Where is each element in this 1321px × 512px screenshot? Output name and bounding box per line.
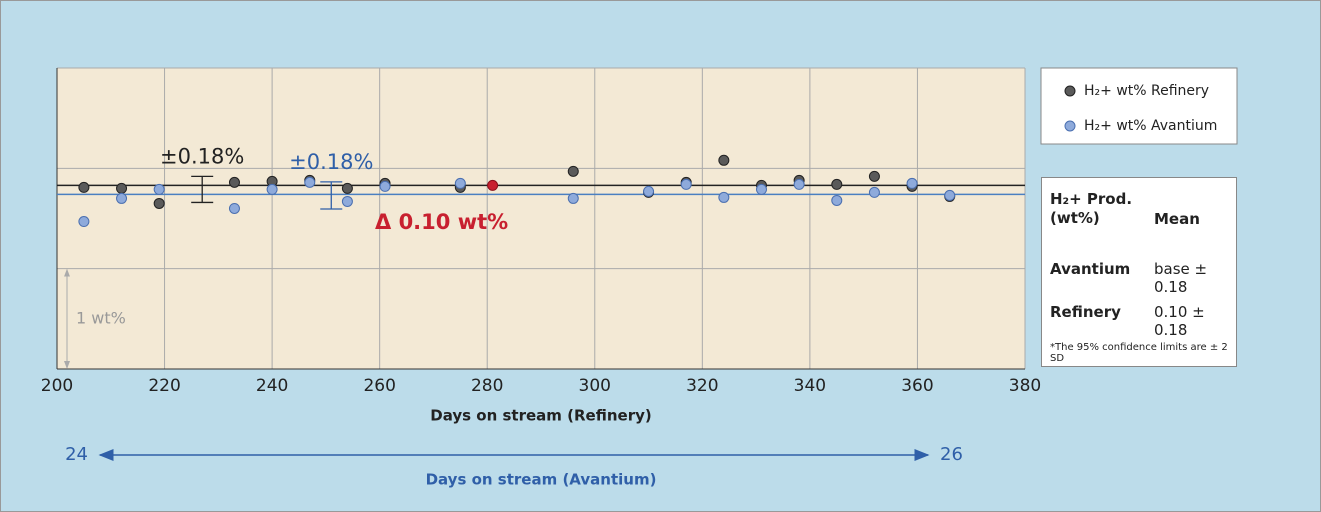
data-point xyxy=(567,165,579,177)
data-point xyxy=(868,186,880,198)
table-header: Mean xyxy=(1154,210,1200,228)
x-tick-label: 340 xyxy=(794,376,826,396)
data-point xyxy=(341,195,353,207)
data-point xyxy=(78,181,90,193)
x-axis-label: Days on stream (Refinery) xyxy=(430,407,651,425)
data-point xyxy=(341,182,353,194)
x-tick-label: 280 xyxy=(471,376,503,396)
table-cell: base ± 0.18 xyxy=(1154,260,1208,296)
legend-box xyxy=(1040,67,1238,145)
table-header: H₂+ Prod. (wt%) xyxy=(1050,190,1133,227)
data-point xyxy=(906,177,918,189)
data-point xyxy=(831,194,843,206)
data-point xyxy=(643,185,655,197)
x-tick-label: 320 xyxy=(686,376,718,396)
legend-label: H₂+ wt% Refinery xyxy=(1084,83,1209,99)
data-point xyxy=(718,191,730,203)
data-point xyxy=(228,176,240,188)
legend-marker xyxy=(1064,85,1076,97)
data-point xyxy=(454,177,466,189)
x-tick-label: 260 xyxy=(363,376,395,396)
error-label: ±0.18% xyxy=(289,150,373,174)
stats-table: H₂+ Prod. (wt%) Mean Avantium base ± 0.1… xyxy=(1041,177,1237,367)
data-point xyxy=(944,189,956,201)
x2-tick-label: 26 xyxy=(940,444,963,465)
data-point xyxy=(153,197,165,209)
plot-area xyxy=(57,68,1025,369)
x-tick-label: 360 xyxy=(901,376,933,396)
x-tick-label: 300 xyxy=(579,376,611,396)
scale-label: 1 wt% xyxy=(76,308,126,327)
data-point xyxy=(228,202,240,214)
x-tick-label: 200 xyxy=(41,376,73,396)
x2-axis-label: Days on stream (Avantium) xyxy=(426,471,657,489)
table-cell: Refinery xyxy=(1050,303,1121,321)
data-point xyxy=(718,154,730,166)
table-note: *The 95% confidence limits are ± 2 SD xyxy=(1050,342,1228,364)
data-point xyxy=(153,183,165,195)
data-point xyxy=(680,178,692,190)
delta-label: Δ 0.10 wt% xyxy=(375,210,508,234)
x-tick-label: 240 xyxy=(256,376,288,396)
data-point xyxy=(755,183,767,195)
legend-label: H₂+ wt% Avantium xyxy=(1084,118,1217,134)
data-point xyxy=(78,216,90,228)
table-cell: Avantium xyxy=(1050,260,1131,278)
delta-point xyxy=(487,179,499,191)
error-label: ±0.18% xyxy=(160,144,244,168)
legend-marker xyxy=(1064,120,1076,132)
data-point xyxy=(116,182,128,194)
data-point xyxy=(567,192,579,204)
data-point xyxy=(379,180,391,192)
table-cell: 0.10 ± 0.18 xyxy=(1154,303,1205,339)
x-tick-label: 220 xyxy=(148,376,180,396)
data-point xyxy=(266,183,278,195)
data-point xyxy=(793,178,805,190)
data-point xyxy=(831,178,843,190)
data-point xyxy=(116,192,128,204)
data-point xyxy=(868,170,880,182)
x-tick-label: 380 xyxy=(1009,376,1041,396)
x2-tick-label: 24 xyxy=(65,444,88,465)
data-point xyxy=(304,176,316,188)
